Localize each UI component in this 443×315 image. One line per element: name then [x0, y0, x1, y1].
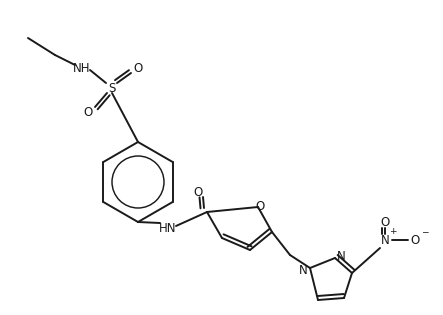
Text: S: S — [108, 82, 116, 94]
Text: O: O — [381, 215, 390, 228]
Text: N: N — [337, 249, 346, 262]
Text: HN: HN — [159, 221, 177, 234]
Text: −: − — [421, 227, 429, 237]
Text: O: O — [194, 186, 202, 198]
Text: O: O — [255, 199, 264, 213]
Text: N: N — [381, 233, 389, 247]
Text: N: N — [299, 264, 308, 277]
Text: O: O — [133, 61, 143, 75]
Text: +: + — [389, 227, 397, 237]
Text: NH: NH — [73, 61, 91, 75]
Text: O: O — [83, 106, 93, 118]
Text: O: O — [410, 233, 420, 247]
